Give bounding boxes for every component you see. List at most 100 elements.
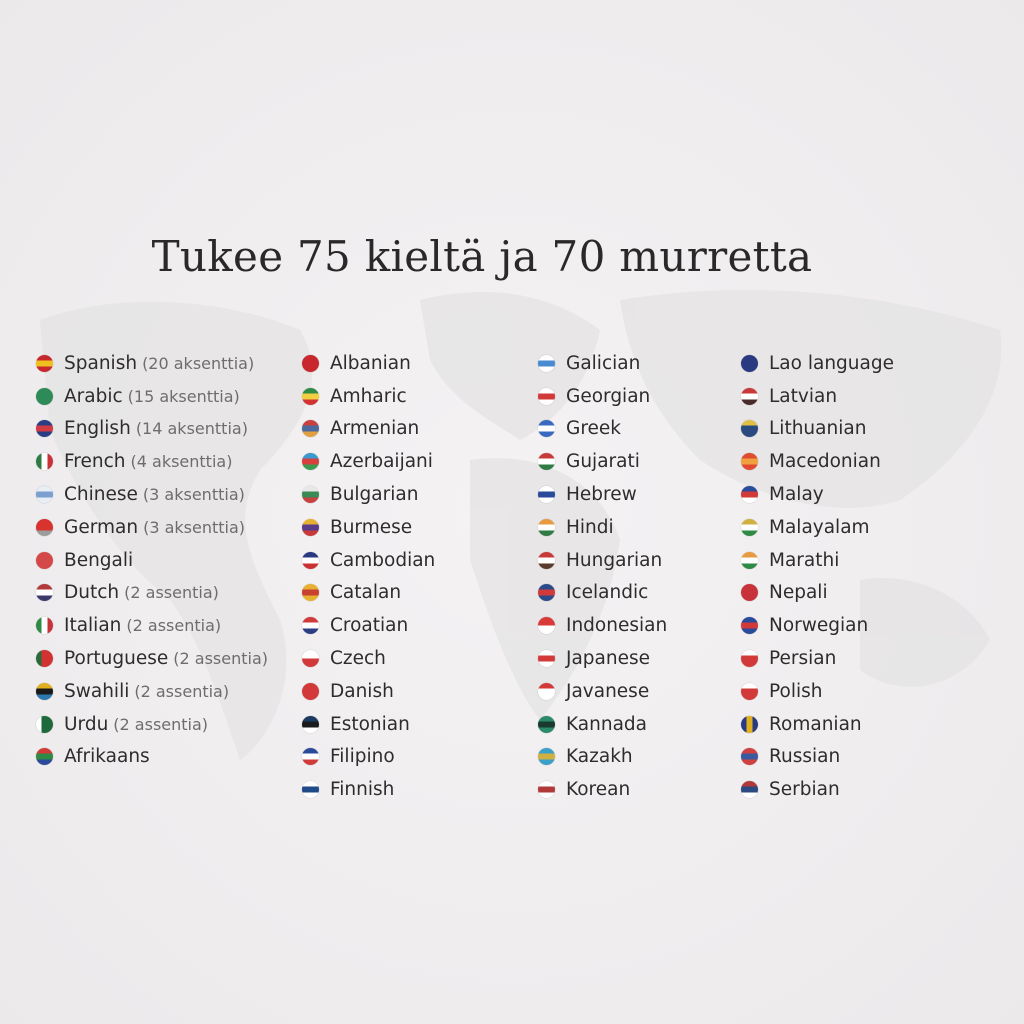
language-item: Azerbaijani [302, 445, 435, 478]
language-name: Korean [566, 779, 631, 801]
accent-count: (20 aksenttia) [142, 353, 255, 373]
language-name: Finnish [330, 779, 395, 801]
language-item: Marathi [741, 544, 894, 577]
language-name: Polish [769, 680, 823, 702]
language-item: Armenian [302, 413, 435, 446]
accent-count: (14 aksenttia) [135, 419, 248, 439]
language-name: Danish [330, 680, 394, 702]
flag-icon [302, 551, 319, 569]
language-name: Kazakh [566, 746, 633, 768]
language-name: Urdu [64, 713, 109, 735]
language-name: English [64, 418, 131, 440]
language-name: Gujarati [566, 451, 640, 473]
accent-count: (3 aksenttia) [142, 485, 245, 505]
language-name: Georgian [566, 385, 651, 407]
flag-icon [302, 650, 319, 668]
language-name: Latvian [769, 385, 838, 407]
flag-icon [302, 781, 319, 799]
language-item: Catalan [302, 577, 435, 610]
flag-icon [538, 354, 555, 372]
language-item: Filipino [302, 741, 435, 774]
language-name: Serbian [769, 779, 840, 801]
language-item: Spanish (20 aksenttia) [36, 347, 268, 380]
language-name: Amharic [330, 385, 407, 407]
flag-icon [302, 715, 319, 733]
flag-icon [741, 518, 758, 536]
flag-icon [302, 387, 319, 405]
language-item: Chinese (3 aksenttia) [36, 478, 268, 511]
language-item: Nepali [741, 577, 894, 610]
language-name: Hebrew [566, 484, 637, 506]
language-name: Indonesian [566, 615, 668, 637]
language-name: Portuguese [64, 648, 169, 670]
language-item: Afrikaans [36, 741, 268, 774]
flag-icon [36, 518, 53, 536]
language-item: Serbian [741, 773, 894, 806]
flag-icon [538, 715, 555, 733]
language-item: Danish [302, 675, 435, 708]
language-name: Afrikaans [64, 746, 150, 768]
language-item: Czech [302, 642, 435, 675]
accent-count: (2 assentia) [173, 649, 269, 669]
flag-icon [741, 748, 758, 766]
flag-icon [741, 354, 758, 372]
language-name: Lao language [769, 352, 894, 374]
flag-icon [36, 420, 53, 438]
flag-icon [538, 387, 555, 405]
language-name: Romanian [769, 713, 862, 735]
flag-icon [741, 715, 758, 733]
language-name: Russian [769, 746, 841, 768]
language-name: Italian [64, 615, 122, 637]
language-column: Spanish (20 aksenttia) Arabic (15 aksenttia… [36, 347, 268, 773]
language-name: Lithuanian [769, 418, 867, 440]
language-item: Hindi [538, 511, 667, 544]
language-item: Indonesian [538, 609, 667, 642]
flag-icon [741, 650, 758, 668]
accent-count: (4 aksenttia) [130, 452, 233, 472]
flag-icon [741, 420, 758, 438]
language-name: Cambodian [330, 549, 436, 571]
language-item: French (4 aksenttia) [36, 445, 268, 478]
language-column: Albanian Amharic Armenian Azerbaijani Bulgar… [302, 347, 435, 806]
language-item: Georgian [538, 380, 667, 413]
language-item: Gujarati [538, 445, 667, 478]
flag-icon [741, 584, 758, 602]
flag-icon [741, 617, 758, 635]
language-name: Czech [330, 648, 386, 670]
language-item: Macedonian [741, 445, 894, 478]
language-column: Lao language Latvian Lithuanian Macedonian M… [741, 347, 894, 806]
accent-count: (15 aksenttia) [127, 386, 240, 406]
language-name: Javanese [566, 680, 650, 702]
language-name: Marathi [769, 549, 840, 571]
flag-icon [36, 584, 53, 602]
language-name: Malayalam [769, 516, 870, 538]
language-name: Greek [566, 418, 622, 440]
language-name: Dutch [64, 582, 120, 604]
flag-icon [36, 650, 53, 668]
flag-icon [302, 748, 319, 766]
language-name: Filipino [330, 746, 395, 768]
language-name: Hindi [566, 516, 614, 538]
language-item: Persian [741, 642, 894, 675]
language-item: Albanian [302, 347, 435, 380]
language-item: Kannada [538, 708, 667, 741]
flag-icon [538, 584, 555, 602]
flag-icon [538, 748, 555, 766]
flag-icon [538, 617, 555, 635]
language-item: Malayalam [741, 511, 894, 544]
language-item: Lao language [741, 347, 894, 380]
flag-icon [741, 781, 758, 799]
flag-icon [538, 518, 555, 536]
language-name: Estonian [330, 713, 410, 735]
language-name: Norwegian [769, 615, 869, 637]
flag-icon [36, 551, 53, 569]
language-name: French [64, 451, 126, 473]
language-item: Korean [538, 773, 667, 806]
language-item: Swahili (2 assentia) [36, 675, 268, 708]
language-item: Latvian [741, 380, 894, 413]
language-item: Estonian [302, 708, 435, 741]
language-name: German [64, 516, 139, 538]
language-item: Cambodian [302, 544, 435, 577]
flag-icon [538, 486, 555, 504]
language-name: Malay [769, 484, 824, 506]
